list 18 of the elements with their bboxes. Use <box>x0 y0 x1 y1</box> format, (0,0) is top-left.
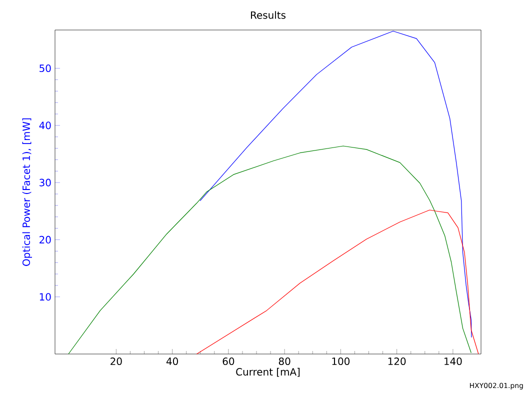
y-tick-label: 20 <box>40 236 51 244</box>
x-axis-title: Current [mA] <box>236 368 300 377</box>
x-tick-label: 60 <box>222 358 234 366</box>
line-series <box>196 210 479 354</box>
line-series <box>200 30 472 338</box>
x-tick-label: 40 <box>166 358 178 366</box>
y-tick-label: 50 <box>40 64 51 72</box>
x-tick-label: 140 <box>444 358 462 366</box>
x-tick-label: 100 <box>332 358 350 366</box>
line-series <box>68 146 472 354</box>
chart-title: Results <box>251 11 286 19</box>
y-tick-label: 30 <box>40 178 51 186</box>
x-tick-label: 120 <box>388 358 406 366</box>
x-tick-label: 80 <box>278 358 290 366</box>
x-tick-label: 20 <box>110 358 122 366</box>
y-tick-label: 10 <box>40 293 51 301</box>
y-tick-label: 40 <box>39 122 51 130</box>
y-axis-title: Optical Power (Facet 1), [mW] <box>22 118 32 266</box>
